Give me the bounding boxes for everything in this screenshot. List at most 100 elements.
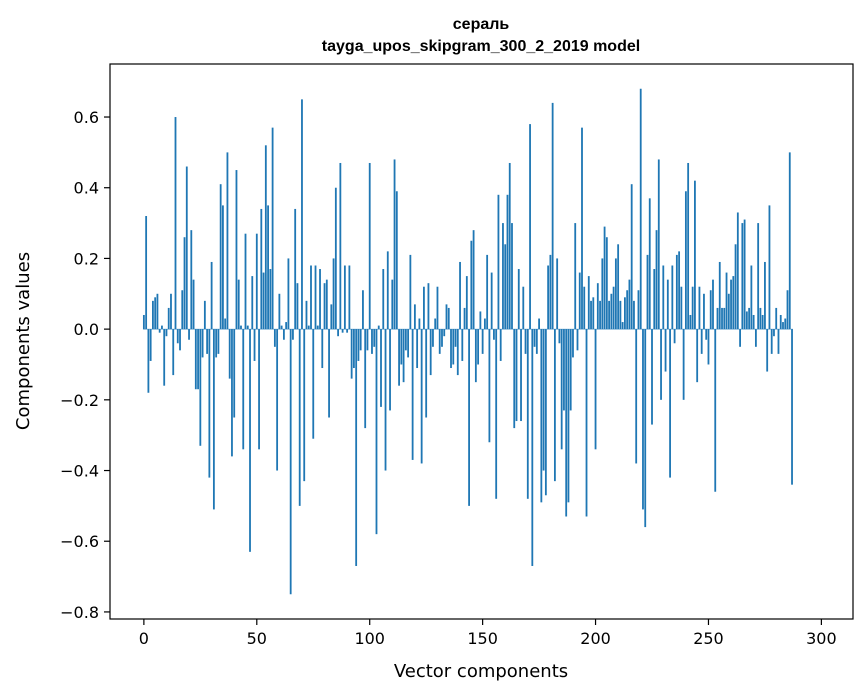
bar bbox=[768, 205, 771, 330]
bar bbox=[687, 162, 690, 330]
bar bbox=[149, 329, 152, 361]
bar bbox=[567, 329, 570, 503]
bar bbox=[242, 329, 245, 450]
bar bbox=[565, 329, 568, 517]
bar bbox=[578, 272, 581, 330]
bar bbox=[438, 329, 441, 354]
bar bbox=[617, 244, 620, 330]
bar bbox=[436, 286, 439, 330]
bar bbox=[569, 329, 572, 411]
bar bbox=[689, 314, 692, 330]
bar bbox=[630, 184, 633, 330]
bar bbox=[447, 307, 450, 330]
bar bbox=[610, 293, 613, 330]
bar bbox=[608, 300, 610, 330]
bar bbox=[185, 166, 188, 330]
bar bbox=[386, 251, 389, 330]
bar bbox=[465, 276, 468, 330]
bar bbox=[725, 272, 728, 330]
bar bbox=[382, 269, 385, 330]
bar bbox=[653, 269, 656, 330]
bar bbox=[170, 293, 172, 330]
y-axis-ticks: −0.8 −0.6 −0.4 −0.2 0.0 0.2 0.4 0.6 bbox=[60, 108, 110, 622]
bar bbox=[626, 290, 629, 330]
bar bbox=[210, 261, 213, 330]
bar bbox=[364, 329, 367, 429]
bar bbox=[323, 283, 326, 330]
bar bbox=[445, 304, 448, 330]
bar bbox=[490, 272, 493, 330]
bar bbox=[142, 314, 145, 330]
bar bbox=[612, 286, 615, 330]
bar bbox=[739, 329, 741, 347]
bar bbox=[646, 254, 649, 330]
bar bbox=[614, 258, 617, 330]
bar bbox=[784, 318, 787, 330]
bar bbox=[423, 286, 425, 330]
x-tick-label: 250 bbox=[693, 629, 724, 648]
x-axis-ticks: 0 50 100 150 200 250 300 bbox=[139, 619, 837, 648]
bar bbox=[362, 290, 364, 330]
bar bbox=[194, 329, 197, 390]
bar bbox=[535, 329, 538, 354]
bar bbox=[359, 329, 362, 351]
bar bbox=[454, 329, 457, 347]
bar bbox=[262, 272, 265, 330]
bar bbox=[549, 254, 552, 330]
bar bbox=[237, 279, 240, 330]
bar bbox=[470, 240, 473, 330]
bar bbox=[199, 329, 202, 446]
chart-title: сераль bbox=[453, 16, 510, 33]
bar bbox=[481, 329, 484, 354]
bar bbox=[474, 329, 477, 383]
bar bbox=[522, 286, 525, 330]
bar bbox=[599, 300, 601, 330]
bar bbox=[208, 329, 211, 478]
y-tick-label: −0.4 bbox=[60, 462, 99, 481]
bar bbox=[145, 216, 148, 330]
bar bbox=[334, 187, 337, 330]
bar bbox=[398, 329, 400, 386]
bar bbox=[648, 198, 651, 330]
y-tick-label: −0.6 bbox=[60, 532, 99, 551]
bar bbox=[504, 244, 507, 330]
y-tick-label: 0.0 bbox=[74, 320, 99, 339]
bar bbox=[786, 290, 789, 330]
bar bbox=[743, 219, 746, 330]
bar bbox=[411, 329, 414, 460]
bar bbox=[235, 170, 238, 330]
bar bbox=[425, 329, 428, 418]
x-tick-label: 50 bbox=[247, 629, 267, 648]
bar bbox=[301, 99, 303, 330]
bar bbox=[341, 329, 344, 333]
bar bbox=[723, 307, 726, 330]
bar bbox=[371, 329, 373, 354]
bar bbox=[233, 329, 236, 418]
bar bbox=[468, 329, 470, 506]
bar bbox=[179, 329, 181, 351]
bar bbox=[206, 329, 209, 354]
bar bbox=[748, 307, 751, 330]
bar bbox=[400, 329, 403, 365]
bar bbox=[675, 254, 678, 330]
bar bbox=[499, 329, 502, 361]
bar bbox=[201, 329, 204, 358]
bar bbox=[605, 237, 608, 330]
bar bbox=[601, 258, 604, 330]
bar bbox=[269, 269, 272, 330]
bar bbox=[276, 329, 279, 471]
bar bbox=[764, 261, 766, 330]
bar bbox=[203, 300, 206, 330]
bar bbox=[542, 329, 545, 471]
bar bbox=[325, 279, 328, 330]
bar bbox=[703, 293, 705, 330]
bar bbox=[479, 311, 482, 330]
bar bbox=[513, 329, 516, 429]
bar bbox=[346, 329, 349, 333]
bar bbox=[452, 329, 455, 365]
bar bbox=[418, 318, 421, 330]
bar bbox=[538, 318, 540, 330]
bar bbox=[660, 329, 662, 400]
bar bbox=[181, 290, 184, 330]
